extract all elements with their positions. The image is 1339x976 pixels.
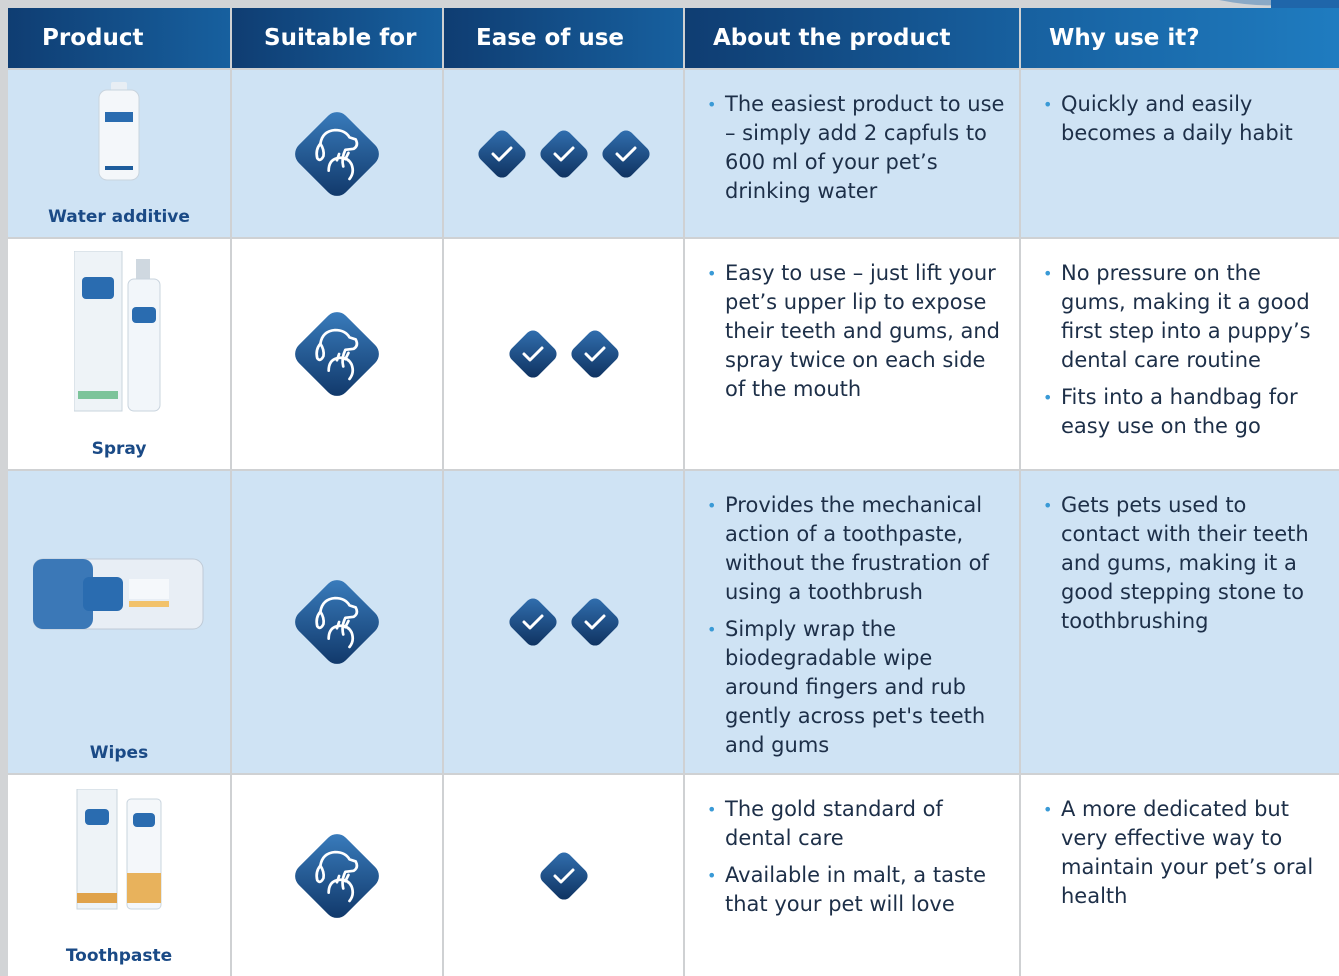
check-mark bbox=[601, 129, 650, 178]
product-image bbox=[8, 549, 230, 641]
product-name: Toothpaste bbox=[65, 946, 173, 966]
bullet-text: Available in malt, a taste that your pet… bbox=[707, 861, 1009, 919]
why-cell: Quickly and easily becomes a daily habit bbox=[1021, 70, 1339, 237]
ease-cell bbox=[444, 775, 683, 976]
product-name: Spray bbox=[91, 439, 147, 459]
suitable-cell bbox=[232, 775, 442, 976]
header-cell: Suitable for bbox=[232, 8, 442, 68]
check-mark bbox=[570, 598, 619, 646]
ease-rating bbox=[508, 330, 619, 378]
check-mark bbox=[539, 129, 588, 178]
header-cell: Why use it? bbox=[1021, 8, 1339, 68]
check-mark bbox=[570, 330, 619, 378]
bullet-text: A more dedicated but very effective way … bbox=[1043, 795, 1329, 911]
product-image bbox=[74, 251, 161, 412]
ease-rating bbox=[539, 851, 588, 900]
ease-cell bbox=[444, 239, 683, 469]
about-cell: Easy to use – just lift your pet’s upper… bbox=[685, 239, 1019, 469]
ease-cell bbox=[444, 70, 683, 237]
product-cell: Wipes bbox=[8, 471, 230, 773]
check-mark bbox=[477, 129, 526, 178]
bullet-text: Quickly and easily becomes a daily habit bbox=[1043, 90, 1329, 148]
bullet-text: The gold standard of dental care bbox=[707, 795, 1009, 853]
about-cell: The easiest product to use – simply add … bbox=[685, 70, 1019, 237]
bullet-text: Gets pets used to contact with their tee… bbox=[1043, 491, 1329, 636]
bullet-text: Easy to use – just lift your pet’s upper… bbox=[707, 259, 1009, 404]
why-list: Gets pets used to contact with their tee… bbox=[1021, 471, 1339, 636]
bullet-text: The easiest product to use – simply add … bbox=[707, 90, 1009, 206]
ease-cell bbox=[444, 471, 683, 773]
pet-icon bbox=[288, 573, 386, 671]
about-cell: Provides the mechanical action of a toot… bbox=[685, 471, 1019, 773]
product-image bbox=[8, 251, 230, 413]
product-name: Wipes bbox=[89, 743, 149, 763]
why-list: Quickly and easily becomes a daily habit bbox=[1021, 70, 1339, 148]
why-cell: A more dedicated but very effective way … bbox=[1021, 775, 1339, 976]
header-cell: About the product bbox=[685, 8, 1019, 68]
about-cell: The gold standard of dental care Availabl… bbox=[685, 775, 1019, 976]
product-cell: Spray bbox=[8, 239, 230, 469]
pet-icon bbox=[288, 305, 386, 403]
pet-icon bbox=[288, 105, 386, 202]
product-image bbox=[8, 82, 230, 182]
why-cell: No pressure on the gums, making it a goo… bbox=[1021, 239, 1339, 469]
header-cell: Product bbox=[8, 8, 230, 68]
product-image bbox=[76, 789, 162, 910]
check-mark bbox=[539, 851, 588, 900]
header-cell: Ease of use bbox=[444, 8, 683, 68]
bullet-text: Provides the mechanical action of a toot… bbox=[707, 491, 1009, 607]
suitable-cell bbox=[232, 239, 442, 469]
comparison-table: Product Suitable for Ease of use About the … bbox=[8, 8, 1339, 976]
product-cell: Water additive bbox=[8, 70, 230, 237]
suitable-cell bbox=[232, 471, 442, 773]
why-list: No pressure on the gums, making it a goo… bbox=[1021, 239, 1339, 441]
ease-rating bbox=[508, 598, 619, 646]
pet-icon bbox=[288, 827, 386, 924]
about-list: The gold standard of dental care Availabl… bbox=[685, 775, 1019, 919]
check-mark bbox=[508, 330, 557, 378]
product-name: Water additive bbox=[48, 207, 190, 227]
bullet-text: Fits into a handbag for easy use on the … bbox=[1043, 383, 1329, 441]
product-image bbox=[33, 558, 204, 630]
check-mark bbox=[508, 598, 557, 646]
bullet-text: No pressure on the gums, making it a goo… bbox=[1043, 259, 1329, 375]
about-list: The easiest product to use – simply add … bbox=[685, 70, 1019, 206]
about-list: Provides the mechanical action of a toot… bbox=[685, 471, 1019, 760]
bullet-text: Simply wrap the biodegradable wipe aroun… bbox=[707, 615, 1009, 760]
why-cell: Gets pets used to contact with their tee… bbox=[1021, 471, 1339, 773]
why-list: A more dedicated but very effective way … bbox=[1021, 775, 1339, 911]
ease-rating bbox=[477, 129, 650, 178]
product-image bbox=[8, 789, 230, 911]
product-image bbox=[98, 82, 140, 181]
product-cell: Toothpaste bbox=[8, 775, 230, 976]
about-list: Easy to use – just lift your pet’s upper… bbox=[685, 239, 1019, 404]
suitable-cell bbox=[232, 70, 442, 237]
